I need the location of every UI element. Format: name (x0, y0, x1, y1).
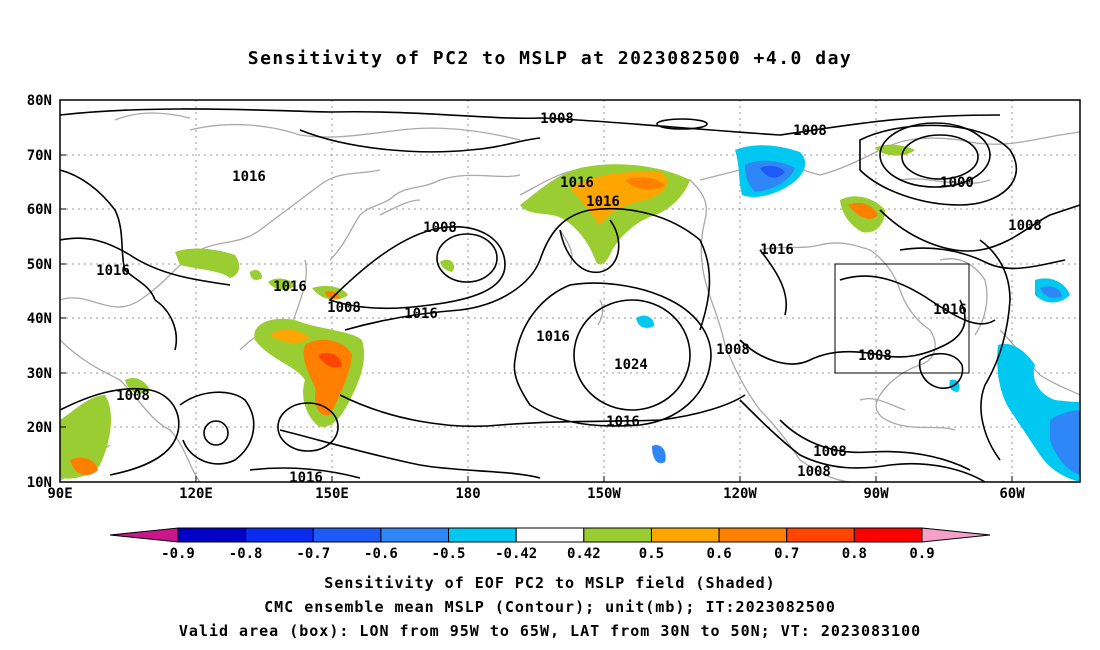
lon-label: 150E (315, 486, 349, 502)
contour-label: 1008 (540, 111, 574, 127)
colorbar-cell (380, 527, 450, 543)
colorbar-cell (583, 527, 652, 543)
contour-labels: 1008 1008 1016 1016 1000 1008 1016 1016 … (96, 111, 1042, 486)
lat-label: 50N (27, 257, 52, 273)
contour-label: 1016 (404, 306, 438, 322)
map-title: Sensitivity of PC2 to MSLP at 2023082500… (247, 48, 853, 69)
lon-label: 90W (863, 486, 889, 502)
colorbar-label: -0.6 (364, 546, 398, 562)
contour-label: 1016 (760, 242, 794, 258)
lat-label: 70N (27, 148, 52, 164)
colorbar-label: 0.9 (909, 546, 934, 562)
lon-label: 120W (723, 486, 757, 502)
colorbar-cell (650, 527, 720, 543)
colorbar-label: -0.42 (495, 546, 537, 562)
colorbar-cell (786, 527, 855, 543)
mslp-contours (60, 108, 1080, 482)
lat-label: 60N (27, 202, 52, 218)
contour-label: 1016 (96, 263, 130, 279)
colorbar-cell (718, 527, 788, 543)
colorbar-label: 0.5 (639, 546, 664, 562)
map-panel: 1008 1008 1016 1016 1000 1008 1016 1016 … (60, 100, 1080, 486)
contour-label: 1016 (933, 302, 967, 318)
colorbar-label: -0.7 (296, 546, 330, 562)
contour-label: 1008 (423, 220, 457, 236)
contour-label: 1016 (560, 175, 594, 191)
lat-label: 40N (27, 311, 52, 327)
lon-label: 180 (455, 486, 480, 502)
contour-label: 1016 (273, 279, 307, 295)
lat-label: 10N (27, 475, 52, 491)
map-frame (59, 99, 1081, 483)
contour-label: 1008 (858, 348, 892, 364)
colorbar: -0.9 -0.8 -0.7 -0.6 -0.5 -0.42 0.42 0.5 0.6 0.7 0.… (109, 527, 991, 562)
colorbar-label: -0.5 (432, 546, 466, 562)
lon-label: 90E (47, 486, 72, 502)
colorbar-label: 0.42 (567, 546, 601, 562)
colorbar-label: 0.8 (842, 546, 867, 562)
colorbar-cell (245, 527, 314, 543)
lon-label: 150W (587, 486, 621, 502)
contour-label: 1008 (1008, 218, 1042, 234)
colorbar-cell (448, 527, 517, 543)
sensitivity-shading (60, 144, 1080, 482)
contour-label: 1016 (289, 470, 323, 486)
lat-label: 80N (27, 93, 52, 109)
colorbar-label: 0.6 (706, 546, 731, 562)
colorbar-label: -0.9 (161, 546, 195, 562)
valid-area-box (834, 263, 970, 374)
contour-label: 1016 (586, 194, 620, 210)
contour-label: 1016 (606, 414, 640, 430)
contour-label: 1008 (813, 444, 847, 460)
colorbar-low-arrow (109, 527, 179, 543)
contour-label: 1008 (327, 300, 361, 316)
contour-label: 1008 (793, 123, 827, 139)
contour-label: 1016 (536, 329, 570, 345)
lat-label: 20N (27, 420, 52, 436)
colorbar-cell (177, 527, 247, 543)
lat-label: 30N (27, 366, 52, 382)
colorbar-cell (515, 527, 585, 543)
contour-label: 1024 (614, 357, 648, 373)
colorbar-label: 0.7 (774, 546, 799, 562)
latitude-labels: 80N 70N 60N 50N 40N 30N 20N 10N (27, 93, 52, 491)
lon-label: 60W (999, 486, 1025, 502)
contour-label: 1008 (797, 464, 831, 480)
contour-label: 1000 (940, 175, 974, 191)
lon-label: 120E (179, 486, 213, 502)
contour-label: 1008 (116, 388, 150, 404)
longitude-labels: 90E 120E 150E 180 150W 120W 90W 60W (47, 486, 1025, 502)
colorbar-cell (853, 527, 923, 543)
caption-line-2: CMC ensemble mean MSLP (Contour); unit(m… (264, 598, 836, 616)
caption-line-1: Sensitivity of EOF PC2 to MSLP field (Sh… (324, 574, 776, 592)
caption-line-3: Valid area (box): LON from 95W to 65W, L… (178, 622, 922, 640)
contour-label: 1016 (232, 169, 266, 185)
contour-label: 1008 (716, 342, 750, 358)
axis-ticks (60, 154, 1013, 482)
colorbar-label: -0.8 (229, 546, 263, 562)
colorbar-high-arrow (921, 527, 991, 543)
colorbar-cell (312, 527, 382, 543)
